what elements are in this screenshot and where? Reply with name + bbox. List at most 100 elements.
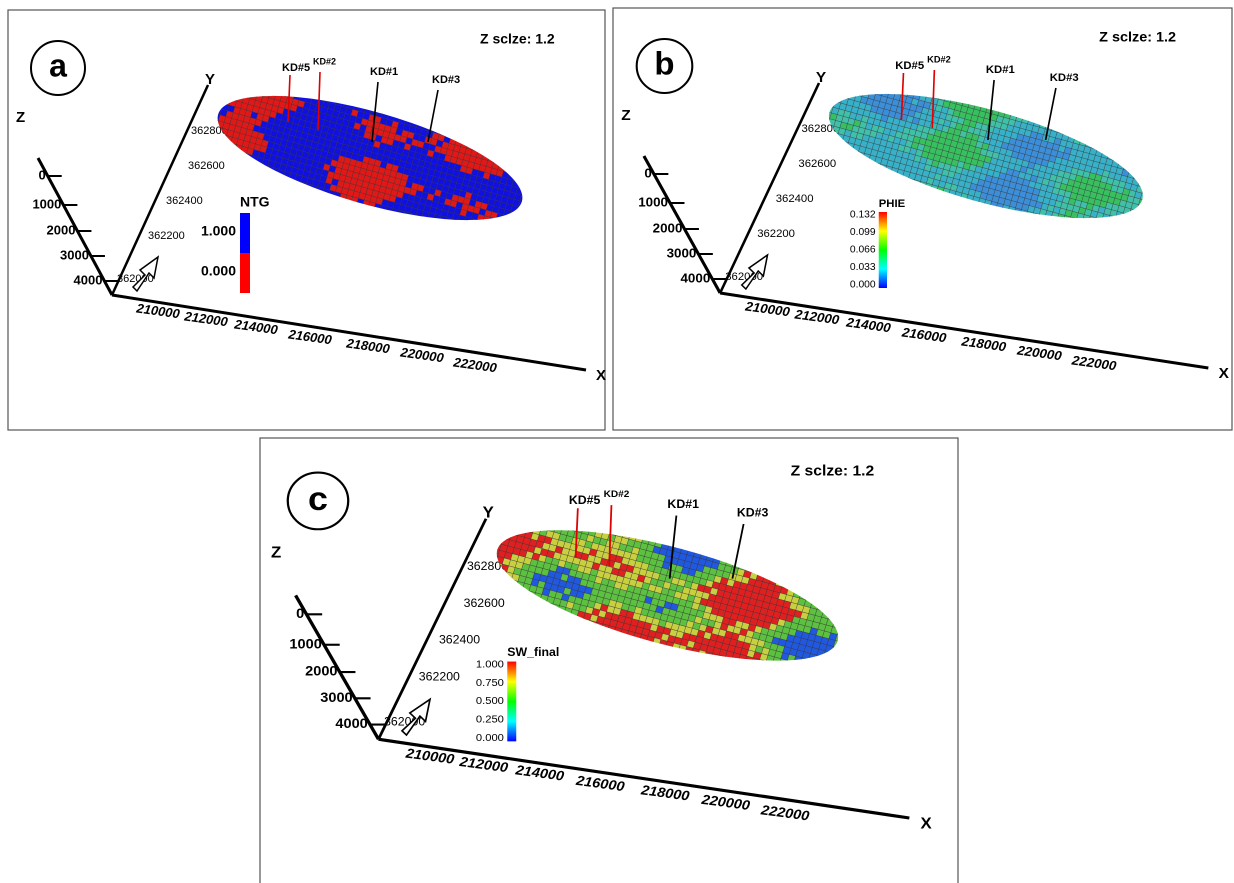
well-trajectory (731, 523, 745, 579)
north-arrow (131, 255, 160, 293)
x-tick-label: 214000 (514, 762, 566, 784)
north-arrow (400, 697, 432, 737)
well-label: KD#1 (370, 66, 398, 78)
panel-letter: b (654, 46, 674, 81)
x-tick-label: 214000 (233, 316, 280, 337)
z-tick-label: 1000 (289, 636, 322, 651)
z-tick-label: 3000 (667, 246, 697, 261)
z-tick-label: 2000 (47, 222, 76, 237)
x-tick-label: 210000 (743, 299, 791, 320)
panel: b Z sclze: 1.2 Z Y X 0 1000 2000 3000 4000 362000 3… (621, 30, 1230, 382)
x-tick-label: 212000 (793, 307, 841, 328)
model-cells (210, 88, 530, 228)
model-cell (230, 93, 239, 102)
model-cell (1121, 212, 1130, 221)
well-label: KD#5 (895, 60, 924, 72)
panel-badge (286, 471, 350, 531)
z-tick-label: 4000 (680, 271, 710, 286)
model-cell (1112, 154, 1122, 163)
well-label: KD#5 (282, 62, 310, 74)
well-label: KD#3 (432, 74, 460, 86)
well-trajectory (287, 74, 291, 123)
z-tick-label: 0 (644, 166, 651, 181)
y-tick-label: 362200 (419, 670, 460, 684)
model-cell (1141, 187, 1150, 196)
x-tick-label: 222000 (1070, 353, 1118, 374)
z-axis (642, 155, 722, 294)
model-cell (900, 176, 909, 185)
model-cell (420, 216, 428, 225)
y-tick-label: 362400 (166, 195, 203, 207)
y-axis (377, 518, 488, 740)
model-cell (493, 156, 502, 165)
z-tick-label: 3000 (60, 247, 89, 262)
model-cell (757, 659, 767, 668)
well-label: KD#5 (569, 493, 601, 507)
x-axis-label: X (1219, 365, 1230, 382)
well-trajectory (987, 79, 995, 141)
z-tick-label: 1000 (32, 196, 61, 211)
model-cell (1068, 216, 1077, 225)
model-cell (723, 656, 733, 665)
x-tick-label: 216000 (900, 325, 948, 346)
well-trajectory (371, 81, 379, 143)
model-cell (869, 86, 878, 95)
model-cell (450, 218, 459, 227)
y-axis-label: Y (205, 71, 215, 88)
well-trajectory (1044, 87, 1057, 141)
x-tick-label: 216000 (574, 772, 626, 794)
x-tick-label: 216000 (287, 326, 334, 347)
x-axis-label: X (596, 367, 606, 384)
legend-title: NTG (240, 194, 270, 210)
y-tick-label: 362600 (798, 158, 836, 170)
model-cell (568, 523, 578, 532)
y-tick-label: 362800 (191, 125, 228, 137)
x-tick-label: 210000 (135, 300, 182, 321)
x-tick-label: 220000 (1015, 343, 1063, 364)
panel-letter: c (308, 481, 328, 518)
legend-label: 0.000 (476, 732, 504, 744)
scale-note: Z sclze: 1.2 (1099, 30, 1176, 46)
z-tick-label: 1000 (638, 195, 668, 210)
model-cell (1062, 127, 1071, 136)
model-cell (814, 655, 824, 664)
x-tick-label: 220000 (700, 791, 752, 813)
y-tick-label: 362800 (467, 559, 508, 573)
x-tick-label: 212000 (183, 308, 230, 329)
z-tick-label: 0 (38, 167, 45, 182)
panel-letter: a (49, 47, 67, 83)
well-trajectory (931, 69, 936, 129)
y-tick-label: 362000 (725, 271, 763, 283)
x-axis (378, 737, 910, 820)
legend-label: 1.000 (476, 659, 504, 671)
z-tick-label: 0 (296, 605, 304, 620)
scale-note: Z sclze: 1.2 (791, 463, 875, 479)
well-label: KD#3 (737, 506, 769, 520)
well-trajectory (317, 71, 321, 131)
reservoir-model (489, 522, 846, 669)
well-label: KD#2 (604, 489, 630, 500)
x-tick-label: 218000 (345, 335, 392, 356)
well-trajectory (427, 89, 439, 143)
legend-label: 0.000 (201, 263, 236, 279)
well-label: KD#3 (1050, 72, 1079, 84)
z-axis (36, 157, 114, 296)
legend-swatch (240, 253, 250, 293)
x-axis-label: X (921, 815, 932, 832)
legend-label: 0.250 (476, 714, 504, 726)
y-tick-label: 362800 (801, 123, 839, 135)
model-cell (894, 87, 903, 96)
model-cells (821, 86, 1150, 226)
legend-colorbar (878, 212, 887, 288)
legend-label: 0.500 (476, 696, 504, 708)
model-cell (751, 565, 760, 575)
legend-label: 0.033 (850, 262, 876, 273)
model-cell (540, 522, 550, 531)
x-axis (111, 293, 587, 372)
well-label: KD#2 (313, 56, 336, 66)
model-cell (842, 91, 851, 100)
